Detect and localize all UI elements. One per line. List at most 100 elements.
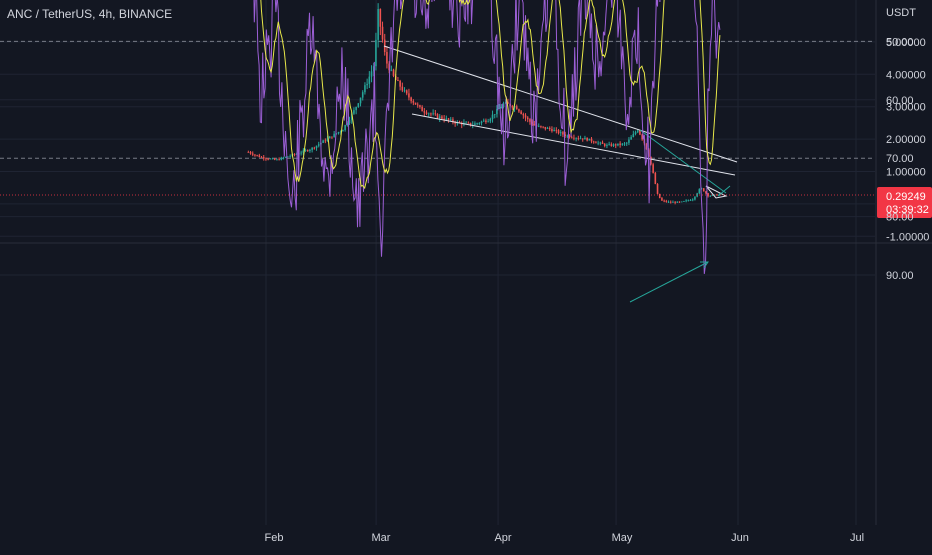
price-candle [537,125,540,127]
candle-countdown-label: 03:39:32 [886,204,929,216]
price-candle [322,140,324,143]
price-candle [258,155,261,158]
price-candle [487,121,489,123]
wedge-pattern[interactable] [705,185,728,199]
price-candle [313,147,316,149]
price-candle [665,200,668,202]
price-candle [273,158,276,160]
price-candle [412,101,415,103]
price-candle [669,201,672,203]
price-axis-tick: 1.00000 [886,167,926,179]
price-candle [522,113,525,116]
price-candle [518,109,520,112]
price-candle [612,144,615,146]
price-candle [515,106,518,110]
price-candle [410,97,412,102]
price-candle [282,157,285,159]
price-candle [540,125,542,127]
current-price-tag [877,187,932,218]
time-axis-label: Mar [372,532,391,544]
price-candle [641,134,643,140]
price-candle [416,104,419,106]
price-candle [680,201,683,203]
price-candle [454,122,456,124]
price-candle [603,143,606,146]
price-candle [606,144,608,146]
price-candle [262,157,265,159]
rsi-line [253,0,721,274]
price-candle [610,144,613,146]
price-candle [421,106,423,112]
price-candle [346,123,349,126]
price-candle [284,156,287,158]
price-candle [614,144,617,146]
price-candle [529,119,531,122]
price-candle [333,133,335,138]
price-candle [364,85,366,93]
price-candle [632,134,635,138]
price-candle [254,154,256,156]
price-candle [287,156,289,158]
price-candle [663,200,665,202]
breakdown-trendline[interactable] [639,129,727,194]
price-candle [331,136,333,138]
price-candle [683,201,685,202]
price-candle [601,142,604,144]
symbol-title[interactable]: ANC / TetherUS, 4h, BINANCE [7,7,173,21]
rsi-divergence-line[interactable] [629,261,709,303]
rsi-axis-tick: 90.00 [886,270,914,282]
price-candle [555,129,558,131]
price-candle [465,122,467,124]
rsi-axis-tick: 60.00 [886,95,914,107]
price-candle [306,150,309,152]
price-candle [368,76,371,84]
rsi-axis-tick: 80.00 [886,212,914,224]
price-candle [317,144,320,146]
price-candle [531,121,533,125]
price-candle [674,202,676,203]
price-candle [502,103,505,107]
price-candle [500,106,503,109]
price-candle [265,158,267,160]
price-candle [645,143,648,150]
price-candle [595,142,597,144]
price-candle [709,195,712,197]
price-candle [381,26,384,40]
price-candle [716,194,718,196]
price-candle [408,93,410,98]
price-candle [379,8,382,27]
price-candle [520,111,522,114]
price-candle [425,112,428,114]
price-candle [496,108,498,115]
price-candle [438,116,441,118]
price-candle [650,156,652,165]
price-candle [276,159,278,161]
price-axis-tick: 3.00000 [886,102,926,114]
price-candle [597,142,599,144]
price-candle [654,172,657,184]
breakout-arrow[interactable] [717,185,731,197]
price-candle [289,155,291,157]
price-candle [478,123,481,124]
price-candle [546,127,549,129]
price-candle [401,86,404,91]
price-candle [568,135,571,138]
price-candle [542,126,544,128]
price-candle [705,191,707,194]
support-trendline[interactable] [411,113,736,176]
resistance-trendline[interactable] [383,45,738,163]
price-candle [619,143,621,145]
price-candle [491,114,494,119]
price-candle [482,120,485,122]
price-candle [278,159,280,161]
price-candle [570,137,573,139]
current-price-label: 0.29249 [886,191,926,203]
price-candle [342,130,344,132]
price-candle [634,132,637,135]
price-candle [489,118,492,122]
price-candle [524,115,527,118]
price-candle [375,39,377,67]
price-candle [579,138,582,140]
price-candle [658,193,661,199]
